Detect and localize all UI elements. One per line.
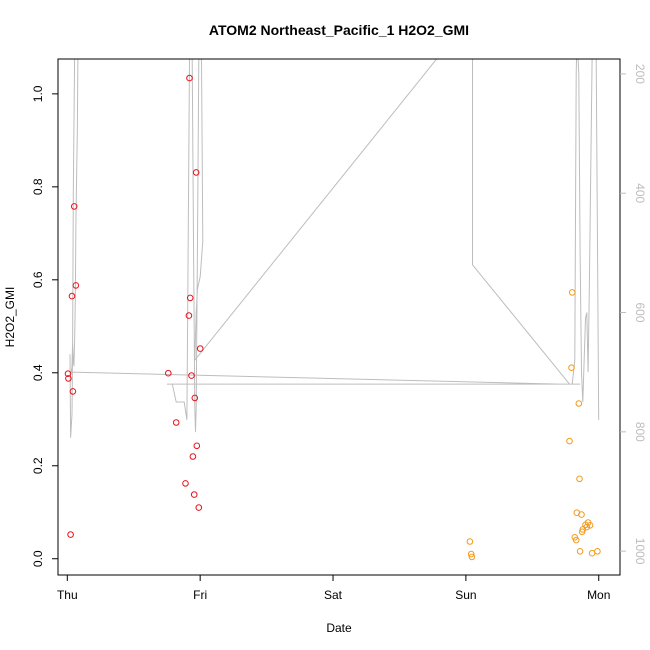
data-point-orange	[588, 549, 596, 557]
y2-tick-label: 800	[633, 422, 647, 442]
x-axis-label: Date	[326, 621, 352, 635]
data-point-orange	[467, 550, 475, 558]
data-point-red	[196, 345, 204, 352]
y-tick-label: 0.6	[31, 271, 45, 288]
y-tick-label: 0.4	[31, 364, 45, 381]
plot-clip-group	[69, 59, 600, 438]
y2-tick-label: 1000	[633, 538, 647, 565]
data-point-orange	[572, 536, 580, 544]
y-tick-label: 0.2	[31, 457, 45, 474]
data-point-orange	[468, 553, 476, 561]
data-point-orange	[586, 522, 594, 529]
data-point-orange	[568, 364, 575, 372]
data-point-red	[182, 480, 189, 487]
data-point-orange	[594, 548, 601, 555]
data-point-red	[72, 282, 80, 289]
plot-frame	[57, 58, 621, 576]
y2-tick-label: 400	[633, 183, 647, 203]
data-point-orange	[575, 400, 583, 407]
data-point-red	[190, 491, 198, 498]
chart-title: ATOM2 Northeast_Pacific_1 H2O2_GMI	[209, 22, 469, 38]
data-point-red	[192, 169, 200, 176]
x-tick-label: Sat	[324, 588, 343, 602]
data-point-red	[186, 294, 194, 302]
data-point-red	[191, 394, 199, 402]
y2-tick-label: 600	[633, 303, 647, 323]
y-tick-label: 0.8	[31, 178, 45, 195]
x-tick-label: Mon	[587, 588, 610, 602]
y2-axis: 200 400 600 800 1000	[620, 64, 647, 565]
y-tick-label: 0.0	[31, 550, 45, 567]
plot-area	[64, 59, 601, 561]
data-point-red	[189, 453, 197, 460]
data-point-red	[188, 372, 195, 379]
data-point-red	[67, 531, 74, 538]
data-point-red	[165, 369, 172, 377]
data-point-red	[186, 74, 193, 82]
x-tick-label: Thu	[57, 588, 78, 602]
data-point-red	[185, 312, 193, 319]
altitude-line	[69, 59, 600, 438]
data-point-red	[68, 292, 76, 300]
data-point-red	[172, 419, 180, 426]
y-tick-label: 1.0	[31, 85, 45, 102]
data-point-orange	[583, 523, 591, 531]
x-axis: Thu Fri Sat Sun Mon	[57, 575, 610, 602]
data-point-red	[69, 388, 77, 395]
data-point-orange	[576, 475, 583, 483]
x-tick-label: Sun	[455, 588, 476, 602]
data-point-red	[193, 442, 201, 450]
y-axis-label: H2O2_GMI	[3, 287, 17, 348]
data-point-red	[70, 203, 78, 210]
data-point-orange	[466, 538, 474, 545]
data-point-orange	[568, 289, 576, 296]
y2-tick-label: 200	[633, 64, 647, 84]
data-point-red	[195, 504, 203, 511]
data-point-red	[65, 375, 72, 382]
data-point-red	[64, 370, 72, 378]
y-axis: 0.0 0.2 0.4 0.6 0.8 1.0	[31, 85, 58, 567]
data-point-orange	[576, 548, 584, 555]
x-tick-label: Fri	[193, 588, 207, 602]
data-point-orange	[578, 511, 585, 518]
data-point-orange	[566, 437, 573, 445]
